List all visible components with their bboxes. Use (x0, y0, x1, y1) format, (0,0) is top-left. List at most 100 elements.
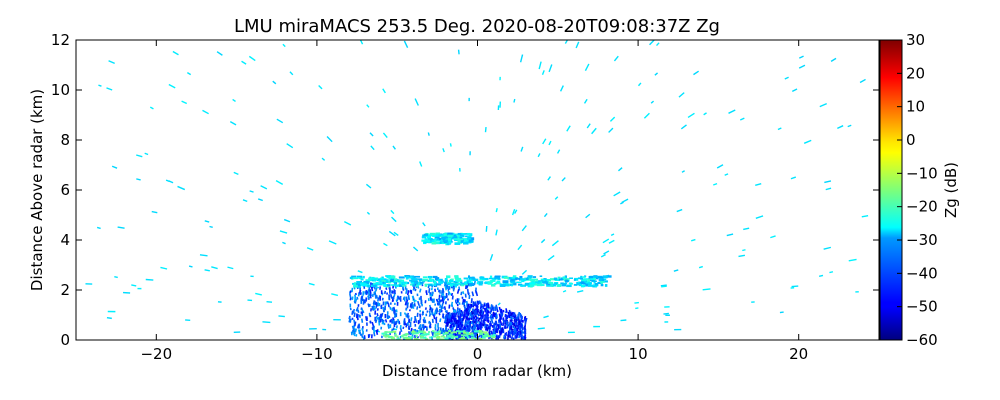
echo-pixel (583, 281, 586, 285)
echo-pixel (378, 320, 381, 326)
echo-pixel (425, 290, 428, 296)
echo-pixel (510, 335, 514, 340)
echo-pixel (209, 225, 213, 229)
echo-pixel (458, 308, 462, 313)
echo-pixel (406, 276, 413, 279)
echo-pixel (426, 234, 432, 237)
echo-pixel (585, 213, 591, 219)
echo-pixel (479, 279, 482, 281)
echo-pixel (525, 277, 529, 281)
echo-pixel (489, 275, 493, 278)
echo-layer (85, 40, 869, 340)
echo-pixel (403, 318, 406, 322)
echo-pixel (144, 152, 149, 156)
echo-pixel (165, 179, 170, 183)
echo-pixel (593, 280, 596, 284)
y-tick-label: 8 (60, 131, 70, 149)
echo-pixel (479, 324, 482, 329)
echo-pixel (661, 285, 667, 288)
echo-pixel (439, 309, 442, 313)
echo-pixel (375, 329, 379, 335)
echo-pixel (450, 278, 454, 281)
echo-pixel (286, 143, 294, 149)
echo-pixel (381, 332, 385, 335)
x-tick-label: 0 (473, 345, 483, 363)
echo-pixel (393, 290, 396, 295)
echo-pixel (395, 320, 398, 325)
echo-pixel (798, 55, 804, 59)
echo-pixel (445, 275, 451, 279)
echo-pixel (634, 301, 640, 304)
echo-pixel (382, 334, 387, 337)
echo-pixel (409, 303, 412, 308)
echo-pixel (401, 281, 406, 284)
echo-pixel (432, 335, 436, 338)
x-tick-label: 20 (789, 345, 808, 363)
echo-pixel (233, 171, 239, 176)
echo-pixel (410, 283, 415, 286)
echo-pixel (437, 279, 441, 282)
echo-pixel (390, 275, 396, 279)
echo-pixel (504, 283, 510, 287)
echo-pixel (541, 279, 545, 282)
echo-pixel (405, 338, 411, 340)
echo-pixel (423, 242, 427, 245)
x-axis-label: Distance from radar (km) (382, 362, 572, 380)
echo-pixel (377, 279, 382, 282)
echo-pixel (473, 316, 476, 320)
x-tick-label: −20 (140, 345, 172, 363)
echo-pixel (229, 121, 237, 126)
echo-pixel (588, 275, 594, 279)
echo-pixel (450, 325, 454, 330)
echo-pixel (441, 302, 444, 307)
echo-pixel (562, 276, 566, 279)
echo-pixel (478, 283, 483, 286)
y-tick-label: 4 (60, 231, 70, 249)
echo-pixel (513, 98, 516, 103)
echo-pixel (411, 278, 418, 280)
echo-pixel (186, 72, 192, 76)
echo-pixel (282, 43, 286, 48)
echo-pixel (440, 335, 445, 338)
echo-pixel (466, 331, 470, 334)
echo-pixel (430, 308, 434, 313)
echo-pixel (106, 317, 112, 320)
echo-pixel (411, 332, 416, 335)
echo-pixel (385, 338, 391, 340)
echo-pixel (432, 235, 436, 237)
echo-pixel (508, 321, 511, 326)
echo-pixel (463, 277, 469, 280)
echo-pixel (378, 315, 382, 320)
echo-pixel (818, 274, 824, 277)
echo-pixel (428, 324, 432, 328)
echo-pixel (388, 230, 396, 237)
echo-pixel (487, 319, 490, 323)
echo-pixel (597, 281, 603, 284)
echo-pixel (510, 284, 514, 287)
echo-pixel (509, 331, 512, 336)
echo-pixel (427, 132, 430, 136)
echo-pixel (518, 331, 521, 336)
echo-pixel (438, 280, 441, 283)
echo-pixel (473, 330, 477, 333)
y-tick-label: 6 (60, 181, 70, 199)
echo-pixel (491, 338, 495, 340)
echo-pixel (405, 333, 409, 336)
echo-pixel (366, 211, 371, 215)
echo-pixel (476, 309, 480, 313)
echo-pixel (450, 292, 454, 297)
echo-pixel (451, 232, 455, 236)
echo-pixel (649, 40, 655, 46)
echo-pixel (331, 293, 339, 297)
colorbar-tick-label: 0 (906, 131, 916, 149)
echo-pixel (416, 306, 419, 310)
echo-pixel (484, 315, 487, 320)
chart-title: LMU miraMACS 253.5 Deg. 2020-08-20T09:08… (234, 16, 720, 37)
echo-pixel (462, 291, 465, 295)
echo-pixel (441, 329, 444, 335)
echo-pixel (449, 143, 452, 147)
echo-pixel (458, 332, 461, 335)
echo-pixel (117, 226, 125, 229)
echo-pixel (349, 318, 352, 323)
echo-pixel (490, 304, 493, 310)
